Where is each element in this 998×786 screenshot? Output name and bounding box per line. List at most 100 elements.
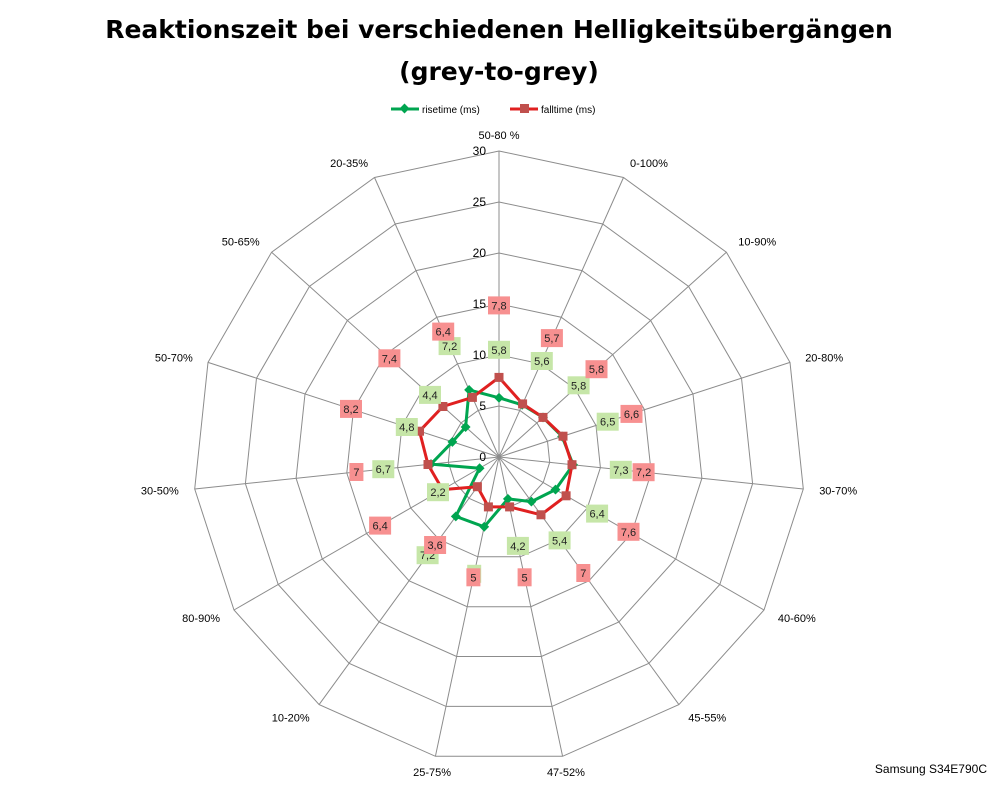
risetime-point [464, 384, 475, 395]
category-label: 50-65% [222, 237, 260, 249]
radar-grid [194, 150, 804, 757]
axis-tick-label: 15 [473, 297, 487, 311]
data-label-bg [424, 536, 447, 554]
data-label: 5,8 [589, 364, 604, 376]
falltime-point [505, 502, 515, 512]
data-label-bg [369, 516, 392, 535]
data-label-bg [427, 483, 449, 502]
risetime-point [526, 496, 537, 507]
risetime-point [474, 463, 485, 474]
data-label-bg [576, 564, 591, 582]
category-label: 80-90% [182, 613, 220, 625]
legend-label-falltime: falltime (ms) [541, 105, 595, 116]
axis-tick-label: 0 [479, 450, 486, 464]
data-label: 7,8 [491, 300, 506, 312]
risetime-point [479, 521, 490, 532]
data-label-bg [586, 504, 609, 523]
category-labels: 50-80 % 0-100% 10-90% 20-80% 30-70% 40-60% 45-… [141, 130, 857, 779]
data-label-bg [372, 460, 395, 479]
data-label-bg [567, 376, 590, 395]
data-label-bg [548, 531, 571, 550]
grid-ring-20 [295, 252, 703, 657]
series-line-falltime [418, 375, 574, 517]
data-label: 5 [470, 572, 476, 584]
data-label-bg [540, 329, 563, 348]
category-label: 30-70% [819, 486, 857, 498]
category-label: 0-100% [630, 158, 668, 170]
data-label-bg [585, 360, 608, 379]
category-label: 10-20% [272, 713, 310, 725]
data-label: 6,6 [624, 409, 639, 421]
grid-spoke [318, 456, 500, 705]
data-label: 7,4 [382, 353, 397, 365]
risetime-point [494, 392, 504, 403]
falltime-point [561, 491, 571, 501]
data-label: 7 [353, 467, 359, 479]
axis-tick-labels: 0 5 10 15 20 25 30 [473, 144, 487, 464]
data-label: 4,2 [510, 541, 525, 553]
data-label-bg [517, 568, 532, 587]
category-label: 50-80 % [479, 130, 520, 142]
data-label: 6,4 [589, 509, 604, 521]
grid-spoke [498, 177, 624, 458]
data-label: 7,2 [636, 467, 651, 479]
category-label: 40-60% [778, 613, 816, 625]
risetime-point [460, 422, 471, 432]
data-label: 6,4 [372, 521, 387, 533]
data-label-bg [466, 568, 481, 587]
falltime-point [518, 399, 528, 409]
grid-ring-25 [244, 201, 754, 707]
axis-tick-label: 20 [473, 246, 487, 260]
data-label: 7,6 [621, 527, 636, 539]
chart-title-line2: (grey-to-grey) [399, 57, 599, 86]
data-label: 7 [580, 568, 586, 580]
data-label: 6,4 [436, 327, 451, 339]
falltime-point [538, 412, 548, 422]
data-label-bg [617, 522, 640, 541]
data-label-bg [632, 463, 655, 482]
credit-text: Samsung S34E790C [875, 762, 987, 776]
data-label: 7,3 [613, 465, 628, 477]
data-label-bg [506, 536, 529, 555]
data-labels: 5,8 5,6 5,8 6,5 7,3 6,4 5,4 4,2 7 7,2 2,2 6,7 4,8 4,4… [340, 296, 655, 587]
falltime-point [467, 392, 477, 402]
data-label: 8,2 [343, 404, 358, 416]
data-label-bg [488, 296, 510, 315]
falltime-point [567, 460, 577, 470]
falltime-point [494, 372, 504, 382]
falltime-point [483, 502, 493, 512]
data-label-bg [395, 418, 418, 436]
falltime-point [415, 426, 424, 436]
data-label: 5,7 [544, 333, 559, 345]
data-label-bg [432, 322, 455, 341]
chart-title-line1: Reaktionszeit bei verschiedenen Helligke… [105, 15, 893, 44]
category-label: 47-52% [547, 767, 585, 779]
axis-tick-label: 5 [479, 399, 486, 413]
grid-spoke [233, 456, 500, 611]
data-label: 6,7 [376, 464, 391, 476]
legend-swatch-falltime-marker [520, 104, 529, 113]
data-label: 5,8 [491, 345, 506, 357]
data-label-bg [378, 349, 401, 368]
axis-tick-label: 25 [473, 195, 487, 209]
risetime-point [550, 484, 561, 495]
data-label-bg [620, 404, 643, 423]
category-label: 30-50% [141, 486, 179, 498]
falltime-point [472, 482, 482, 492]
falltime-point [536, 510, 546, 520]
data-label-bg [419, 385, 441, 404]
grid-spoke [498, 361, 791, 458]
data-label-bg [530, 352, 553, 370]
category-label: 20-80% [805, 353, 843, 365]
falltime-point [558, 431, 568, 441]
grid-ring-30 [194, 150, 804, 757]
data-label: 5,8 [571, 380, 586, 392]
data-label-bg [349, 463, 364, 481]
risetime-point [447, 436, 458, 447]
data-label: 3,6 [427, 540, 442, 552]
data-label-bg [488, 340, 510, 359]
risetime-point [450, 511, 461, 522]
data-label: 7,2 [442, 341, 457, 353]
category-label: 10-90% [738, 237, 776, 249]
